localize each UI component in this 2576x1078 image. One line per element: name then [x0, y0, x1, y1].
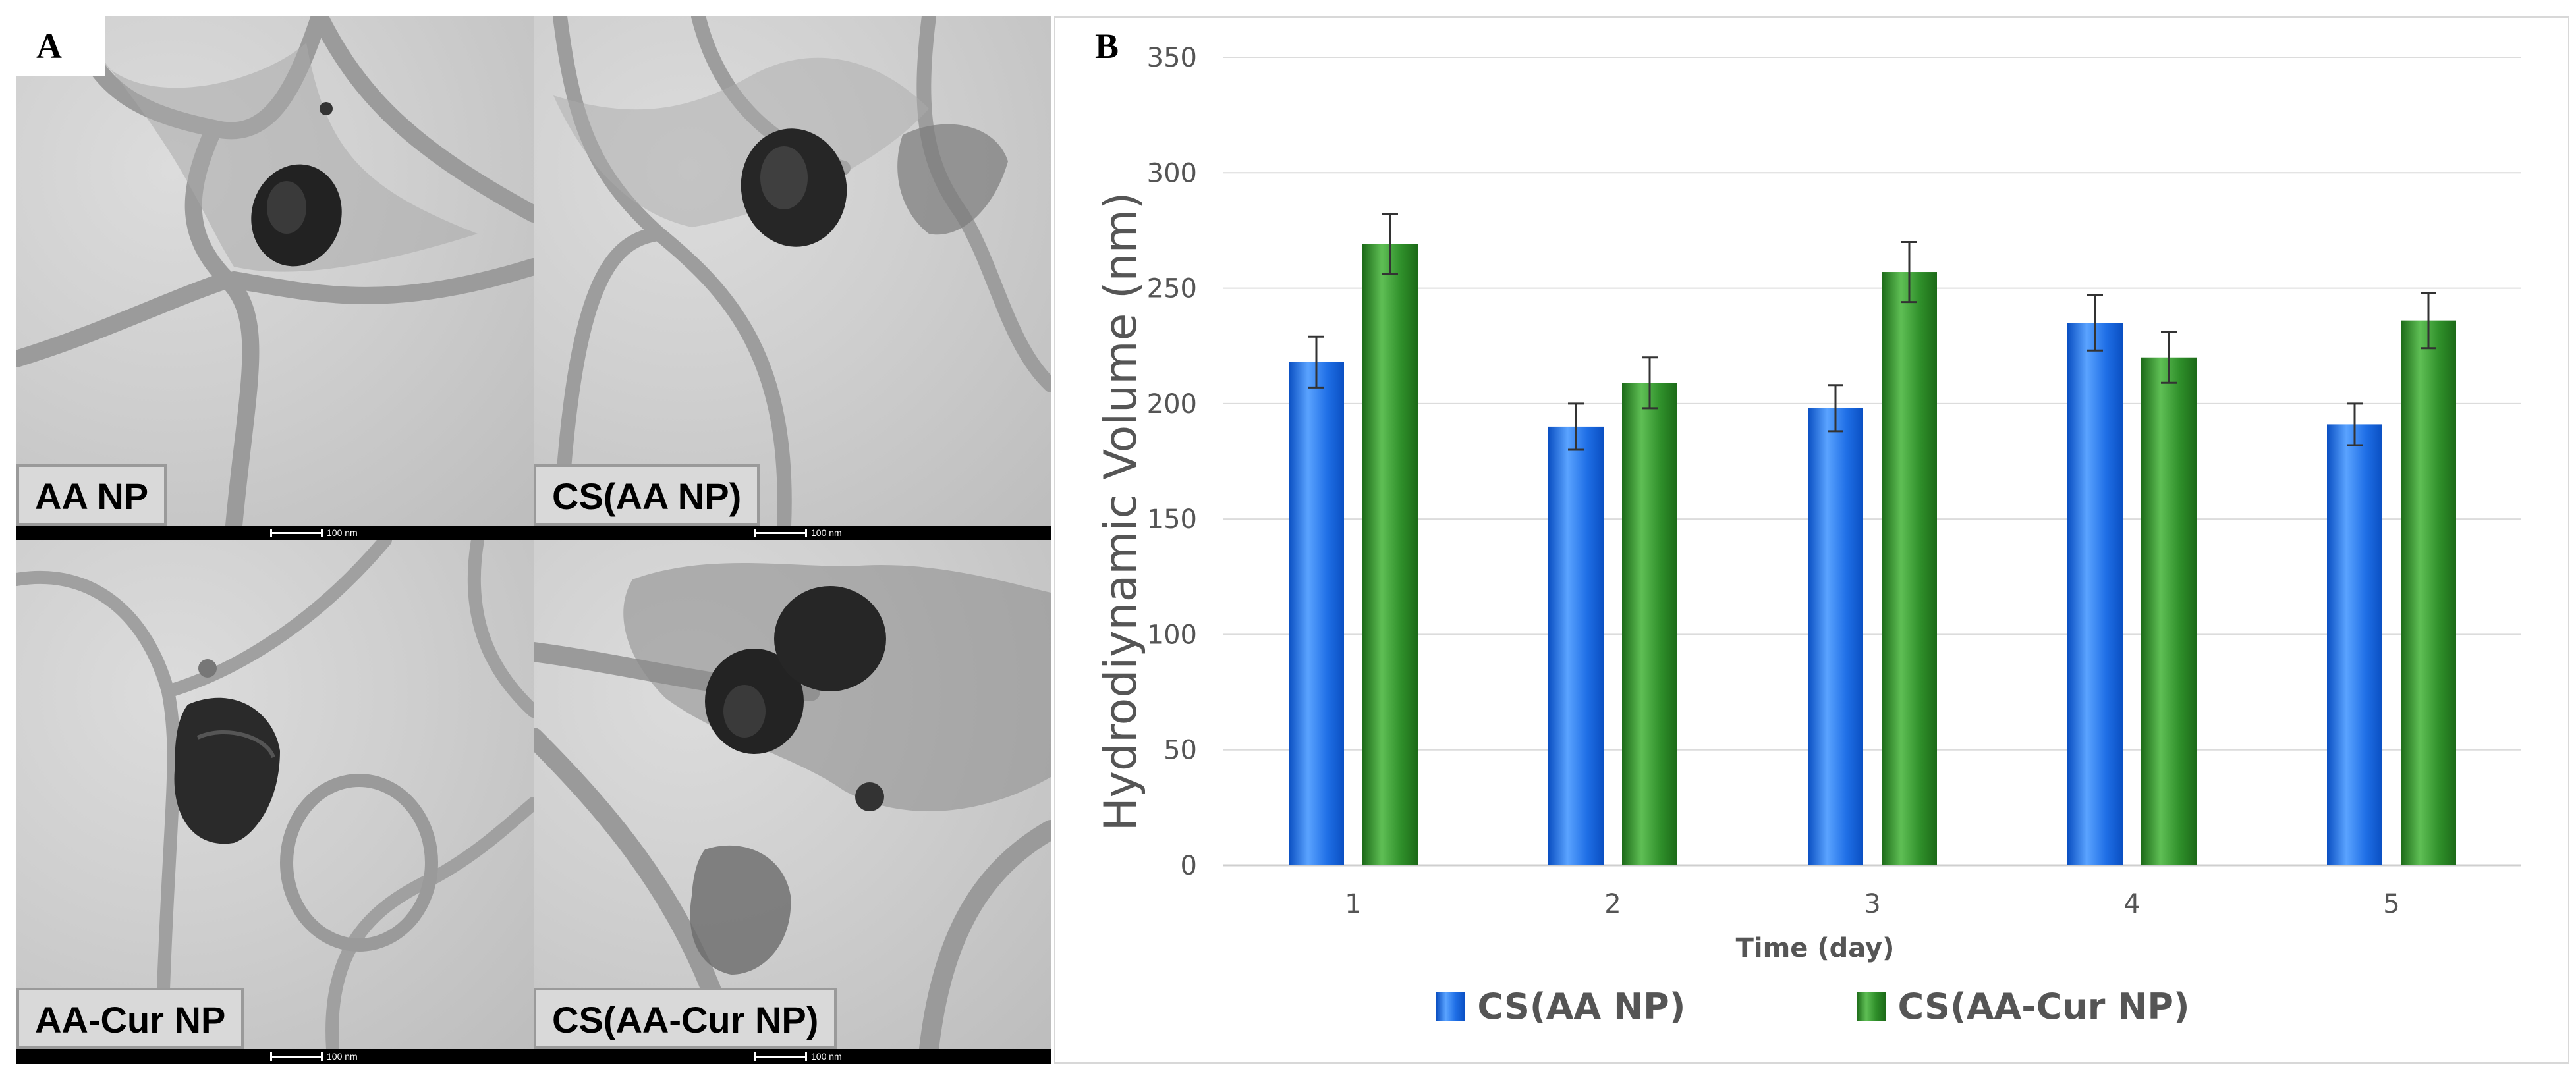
x-tick-2: 2: [1604, 889, 1621, 919]
tem-image-aa-np: AA NP: [16, 16, 534, 526]
y-tick-350: 350: [1147, 43, 1197, 73]
error-bar-cs-aa-np-day-4: [2087, 294, 2103, 352]
scale-label-3: 100 nm: [327, 1051, 358, 1062]
scale-bar-strip-top: 100 nm 100 nm: [16, 526, 1051, 540]
gridlines: [1223, 57, 2521, 867]
y-tick-100: 100: [1147, 620, 1197, 650]
legend-swatch-green: [1857, 992, 1886, 1021]
bar-cs-aa-cur-np-day-3: [1882, 272, 1937, 865]
x-tick-1: 1: [1345, 889, 1361, 919]
error-bar-cs-aa-cur-np-day-5: [2421, 292, 2436, 350]
tem-micrograph-2: [553, 16, 1051, 526]
bar-cs-aa-np-day-2: [1548, 426, 1604, 865]
panel-b-letter: B: [1095, 26, 1119, 66]
legend-label-cs-aa-np: CS(AA NP): [1477, 986, 1686, 1027]
y-tick-200: 200: [1147, 389, 1197, 419]
x-axis-title: Time (day): [1736, 933, 1895, 963]
y-axis-title: Hydrodiynamic Volume (nm): [1095, 192, 1147, 832]
bar-cs-aa-np-day-5: [2327, 424, 2382, 865]
y-tick-250: 250: [1147, 274, 1197, 304]
scale-bar-strip-bottom: 100 nm 100 nm: [16, 1049, 1051, 1064]
tem-panel: AA NP CS(AA NP) AA-Cur NP: [16, 16, 1051, 1064]
bar-cs-aa-cur-np-day-1: [1362, 244, 1418, 865]
bar-cs-aa-np-day-1: [1289, 362, 1344, 865]
x-tick-3: 3: [1864, 889, 1880, 919]
tem-image-cs-aa-cur-np: CS(AA-Cur NP): [534, 540, 1051, 1049]
bar-cs-aa-np-day-3: [1808, 408, 1863, 865]
y-tick-labels: 0 50 100 150 200 250 300 350: [1147, 43, 1197, 881]
error-bar-cs-aa-np-day-2: [1568, 402, 1584, 451]
scale-bar-4: 100 nm: [754, 1049, 842, 1064]
error-bar-cs-aa-np-day-5: [2347, 402, 2363, 446]
panel-a-letter: A: [16, 16, 105, 76]
error-bar-cs-aa-cur-np-day-1: [1382, 213, 1398, 276]
x-tick-labels: 1 2 3 4 5: [1345, 889, 2399, 919]
bar-cs-aa-np-day-4: [2067, 323, 2123, 866]
scale-bar-2: 100 nm: [754, 526, 842, 540]
error-bar-cs-aa-cur-np-day-2: [1642, 356, 1658, 410]
y-tick-150: 150: [1147, 504, 1197, 535]
tem-label-2: CS(AA NP): [534, 464, 760, 526]
tem-micrograph-4: [534, 563, 1051, 1049]
scale-label-2: 100 nm: [811, 527, 842, 538]
scale-label-4: 100 nm: [811, 1051, 842, 1062]
x-tick-5: 5: [2383, 889, 2399, 919]
legend-label-cs-aa-cur-np: CS(AA-Cur NP): [1897, 986, 2190, 1027]
bar-chart: 0 50 100 150 200 250 300 350 1 2 3 4 5 Hydrodiynami…: [1095, 43, 2521, 963]
scale-bar-3: 100 nm: [270, 1049, 358, 1064]
bars: [1289, 213, 2456, 866]
tem-label-4: CS(AA-Cur NP): [534, 988, 837, 1049]
error-bar-cs-aa-cur-np-day-4: [2161, 331, 2177, 384]
scale-label-1: 100 nm: [327, 527, 358, 538]
bar-cs-aa-cur-np-day-2: [1622, 383, 1677, 865]
x-tick-4: 4: [2123, 889, 2140, 919]
scale-bar-1: 100 nm: [270, 526, 358, 540]
bar-cs-aa-cur-np-day-4: [2141, 357, 2197, 865]
tem-micrograph-1: [16, 16, 534, 526]
error-bar-cs-aa-np-day-1: [1308, 335, 1324, 389]
tem-image-aa-cur-np: AA-Cur NP: [16, 540, 534, 1049]
y-tick-0: 0: [1181, 851, 1197, 881]
legend-swatch-blue: [1436, 992, 1466, 1021]
tem-image-cs-aa-np: CS(AA NP): [534, 16, 1051, 526]
error-bar-cs-aa-cur-np-day-3: [1901, 240, 1917, 304]
legend-item-cs-aa-cur-np: CS(AA-Cur NP): [1857, 986, 2190, 1027]
bar-cs-aa-cur-np-day-5: [2401, 320, 2456, 865]
y-tick-50: 50: [1163, 736, 1197, 766]
error-bar-cs-aa-np-day-3: [1828, 384, 1843, 433]
tem-micrograph-3: [16, 540, 534, 1049]
tem-label-1: AA NP: [16, 464, 167, 526]
y-tick-300: 300: [1147, 158, 1197, 188]
tem-label-3: AA-Cur NP: [16, 988, 244, 1049]
legend-item-cs-aa-np: CS(AA NP): [1436, 986, 1685, 1027]
legend: CS(AA NP) CS(AA-Cur NP): [1055, 986, 2571, 1027]
chart-panel: B 0 50 100 150 200 250 300 350 1 2 3 4 5 Hydrodiyna…: [1054, 16, 2569, 1064]
